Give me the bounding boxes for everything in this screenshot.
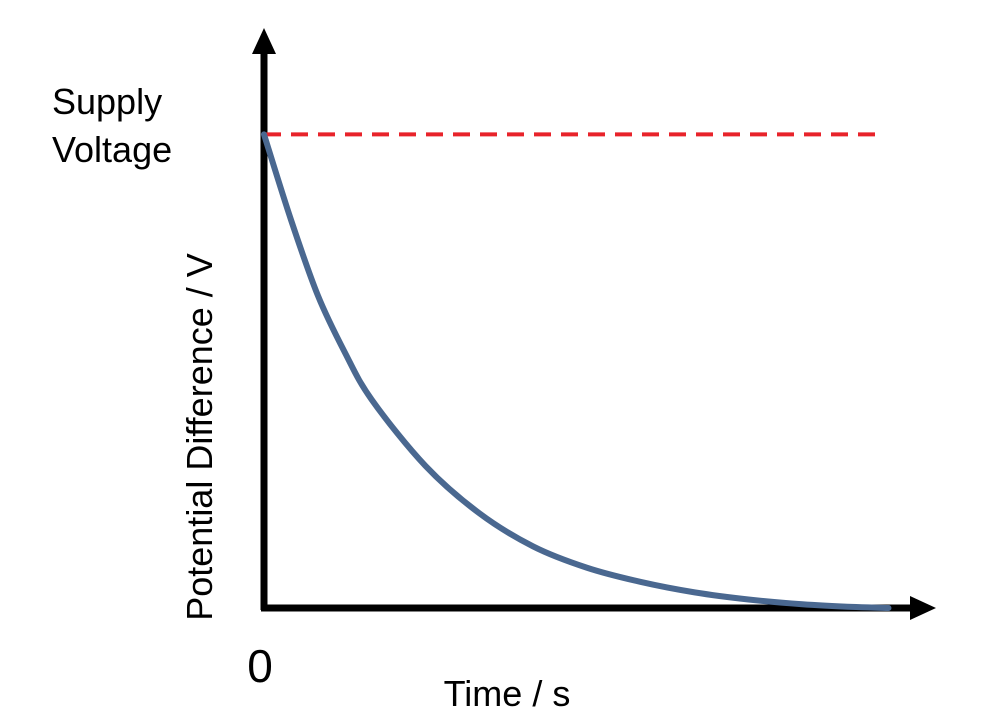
x-axis-label: Time / s bbox=[444, 673, 571, 714]
y-axis-label: Potential Difference / V bbox=[179, 253, 220, 621]
origin-label: 0 bbox=[247, 640, 273, 692]
supply-voltage-label-line2: Voltage bbox=[52, 129, 172, 170]
y-axis-arrowhead bbox=[252, 28, 276, 54]
supply-voltage-label-line1: Supply bbox=[52, 81, 162, 122]
decay-curve-series-0 bbox=[261, 131, 892, 611]
x-axis-arrowhead bbox=[910, 596, 936, 620]
